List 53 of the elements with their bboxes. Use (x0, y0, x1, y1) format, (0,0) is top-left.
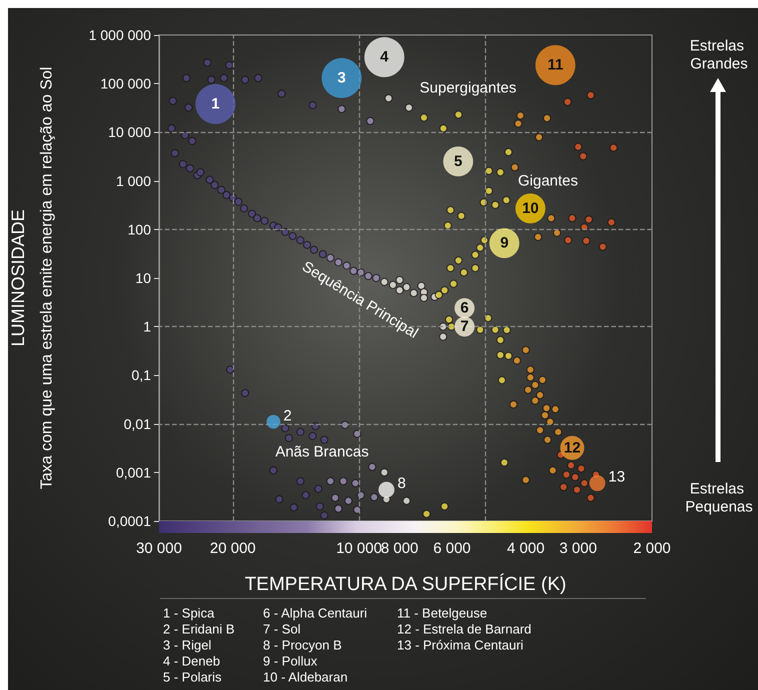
x-tick-label: 3 000 (559, 540, 597, 557)
annotation: 11 (547, 56, 564, 74)
annotation: 5 (454, 152, 462, 170)
text: 4 - Deneb (163, 654, 220, 668)
text: 8 - Procyon B (263, 638, 342, 652)
annotation: 13 (608, 468, 626, 486)
x-tick-label: 6 000 (433, 540, 471, 557)
annotation: 4 (380, 48, 390, 66)
annotation: 3 (337, 70, 346, 87)
text: 5 - Polaris (163, 670, 222, 684)
x-tick-label: 4 000 (507, 540, 545, 557)
text: Estrelas Pequenas (685, 480, 753, 516)
text: Estrelas Grandes (690, 38, 748, 72)
annotation: 6 (460, 300, 469, 317)
annotation: 1 (211, 96, 220, 113)
annotation: Anãs Brancas (275, 444, 369, 460)
text: 2 - Eridani B (163, 622, 235, 636)
text: Taxa com que uma estrela emite energia em relação ao Sol (38, 66, 56, 490)
x-tick-label: 30 000 (136, 540, 182, 557)
text: 11 - Betelgeuse (397, 606, 488, 620)
text: 6 - Alpha Centauri (263, 606, 368, 620)
x-tick-label: 8 000 (380, 540, 418, 557)
y-tick-label: 0,1 (132, 367, 152, 384)
y-tick-label: 100 (128, 221, 152, 238)
annotation: 10 (522, 200, 539, 217)
text: 12 - Estrela de Barnard (397, 622, 532, 636)
annotation: 2 (283, 407, 292, 424)
text: 1 - Spica (163, 606, 216, 620)
annotation: 7 (460, 318, 469, 336)
x-axis-title: TEMPERATURA DA SUPERFÍCIE (K) (244, 573, 566, 595)
text: 7 - Sol (263, 622, 301, 636)
y-tick-label: 10 000 (108, 124, 152, 140)
y-axis-title: LUMINOSIDADE (8, 209, 28, 347)
y-tick-label: 0,0001 (108, 513, 152, 529)
y-tick-label: 0,001 (116, 464, 152, 480)
annotation: 9 (500, 234, 509, 252)
text: 13 - Próxima Centauri (397, 638, 524, 652)
text: 10 - Aldebaran (263, 670, 348, 684)
annotation: 12 (564, 439, 581, 456)
y-tick-label: 1 000 (116, 172, 152, 189)
y-tick-label: 1 (143, 318, 152, 335)
y-tick-label: 100 000 (100, 76, 152, 92)
x-tick-label: 2 000 (633, 540, 671, 557)
annotation: Supergigantes (420, 80, 516, 96)
text: 3 - Rigel (163, 638, 212, 652)
y-tick-label: 10 (135, 270, 152, 286)
x-tick-label: 20 000 (210, 540, 256, 557)
y-tick-label: 0,01 (124, 416, 152, 432)
y-tick-label: 1 000 000 (88, 27, 152, 43)
x-tick-label: 10 000 (336, 540, 382, 557)
annotation: 8 (397, 475, 406, 492)
text: 9 - Pollux (263, 654, 318, 668)
annotation: Gigantes (518, 172, 578, 190)
